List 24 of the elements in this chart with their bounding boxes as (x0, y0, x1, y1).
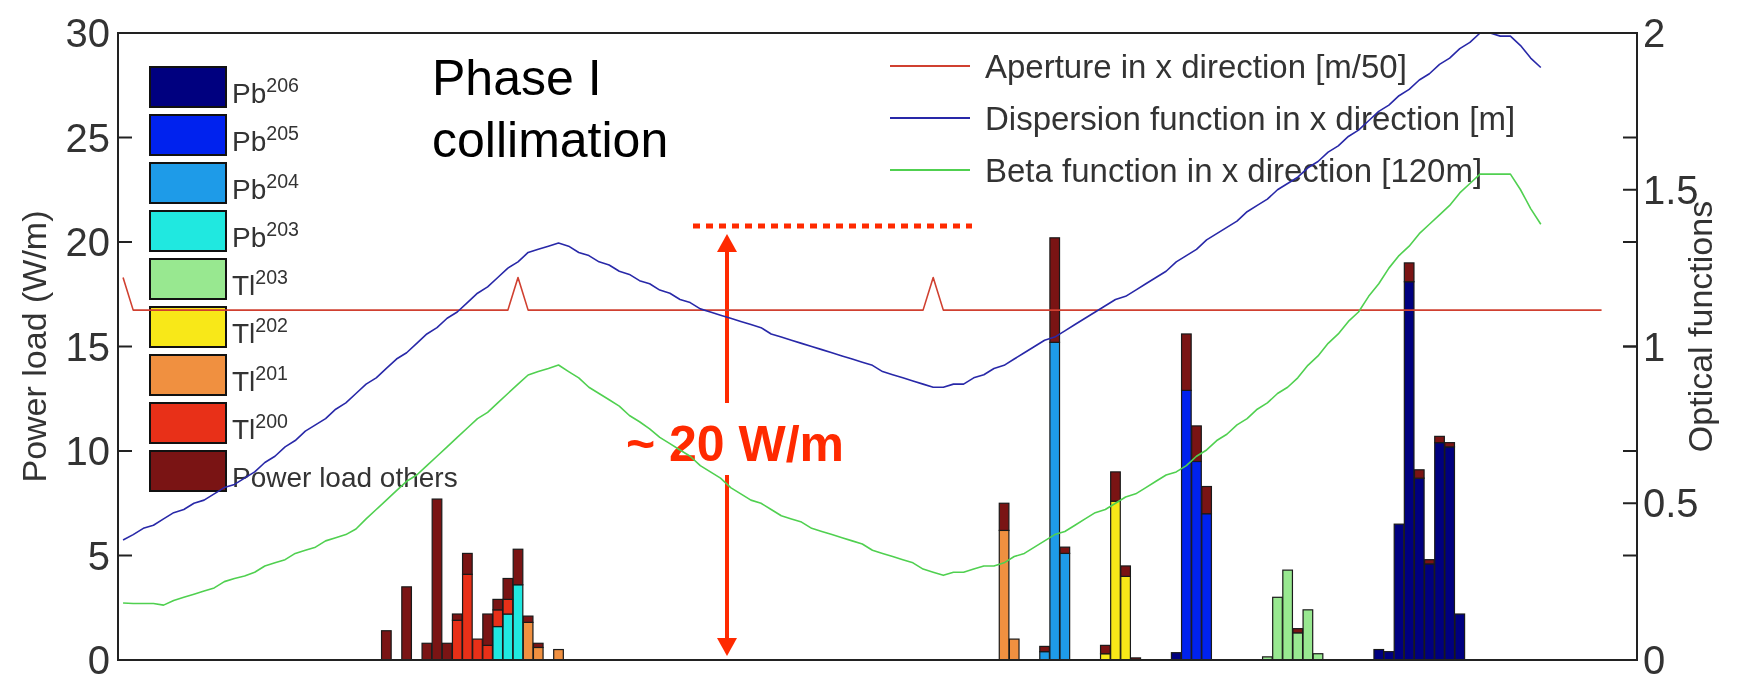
legend-label: Pb$^{204}$ (232, 170, 300, 205)
y-tick-label: 10 (65, 429, 110, 473)
y-tick-label: 25 (65, 115, 110, 160)
legend-label: Pb$^{206}$ (232, 74, 300, 109)
legend-label: Pb$^{205}$ (232, 122, 300, 157)
y2-tick-label: 0 (1643, 638, 1666, 681)
legend-label: Tl$^{202}$ (232, 314, 289, 349)
line-series (122, 32, 1542, 541)
legend-label: Tl$^{201}$ (232, 362, 289, 397)
y-tick-label: 30 (65, 11, 110, 55)
y2-tick-label: 2 (1643, 11, 1666, 55)
legend-label: Aperture in x direction [m/50] (985, 48, 1407, 85)
y-tick-label: 15 (65, 324, 110, 369)
y-tick-label: 5 (87, 533, 110, 578)
annotation: ~ 20 W/m (625, 416, 845, 472)
y2-tick-label: 0.5 (1643, 481, 1699, 526)
y-axis-title: Power load (W/m) (15, 210, 53, 483)
y-tick-label: 20 (65, 220, 110, 264)
legend-label: Tl$^{203}$ (232, 266, 289, 301)
legend-label: Pb$^{203}$ (232, 218, 300, 253)
legend-label: Tl$^{200}$ (232, 410, 289, 445)
y-tick-label: 0 (87, 638, 110, 681)
annotation: Phase I collimation (432, 50, 669, 168)
y2-tick-label: 1 (1643, 324, 1666, 369)
